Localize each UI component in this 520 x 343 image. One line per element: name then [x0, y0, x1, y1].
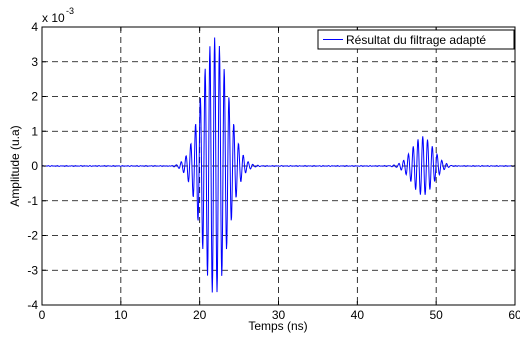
y-tick-label: 0 [31, 159, 38, 173]
x-axis-title: Temps (ns) [248, 319, 307, 333]
y-tick-label: 3 [31, 55, 38, 69]
x-tick-label: 0 [39, 308, 46, 322]
x-tick-label: 50 [429, 308, 443, 322]
x-tick-label: 20 [193, 308, 207, 322]
y-tick-label: -4 [27, 298, 38, 312]
series-line [41, 37, 516, 293]
x-tick-label: 60 [508, 308, 520, 322]
plot-area: 0 10 20 30 40 50 60 -4 -3 -2 -1 0 1 2 3 4 [27, 20, 520, 322]
x-tick-label: 40 [351, 308, 365, 322]
y-tick-label: 1 [31, 124, 38, 138]
y-tick-label: 2 [31, 90, 38, 104]
x-tick-label: 30 [272, 308, 286, 322]
y-axis-title: Amplitude (u.a) [8, 125, 22, 206]
y-tick-label: -3 [27, 263, 38, 277]
y-exponent-label: x 10 [42, 11, 65, 25]
y-tick-label: -1 [27, 194, 38, 208]
y-tick-label: -2 [27, 229, 38, 243]
x-tick-label: 10 [114, 308, 128, 322]
y-tick-label: 4 [31, 20, 38, 34]
legend-box [317, 29, 515, 50]
chart-legend: Résultat du filtrage adapté [317, 29, 515, 50]
legend-label: Résultat du filtrage adapté [346, 33, 486, 47]
y-exponent-power: -3 [66, 6, 74, 16]
